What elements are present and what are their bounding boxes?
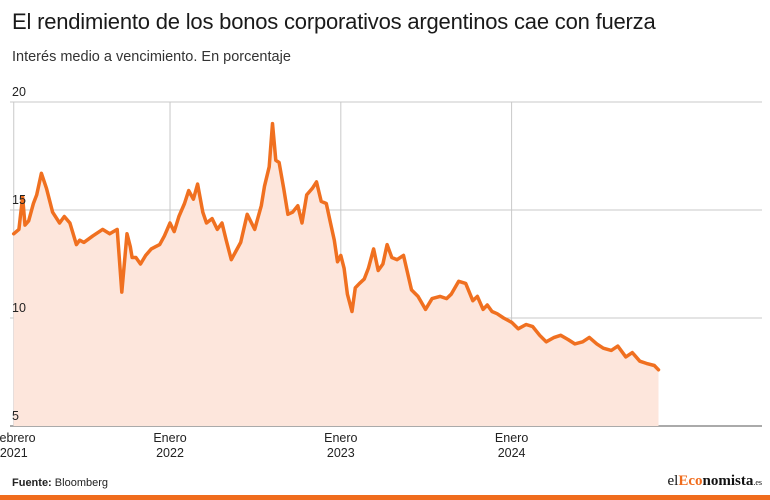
brand-part-el: el xyxy=(667,473,679,489)
y-tick-label: 5 xyxy=(12,409,19,423)
x-tick-label: Febrero2021 xyxy=(0,431,36,460)
brand-part-nomista: nomista xyxy=(702,473,754,489)
yield-line xyxy=(11,121,661,372)
bottom-accent-bar xyxy=(0,495,770,500)
x-tick-label: Enero 2022 xyxy=(153,431,186,460)
source-note: Fuente: Bloomberg xyxy=(12,477,108,489)
chart-title: El rendimiento de los bonos corporativos… xyxy=(12,9,656,34)
yield-area xyxy=(13,123,659,426)
source-value: Bloomberg xyxy=(54,477,108,489)
brand-part-es: .es xyxy=(753,478,762,487)
y-tick-label: 10 xyxy=(12,301,26,315)
brand-logo: elEconomista.es xyxy=(667,473,762,490)
y-axis-ticks: 5 10 15 20 xyxy=(12,85,26,423)
brand-part-eco: Eco xyxy=(678,473,703,489)
chart-subtitle: Interés medio a vencimiento. En porcenta… xyxy=(12,49,291,65)
x-tick-label: Enero 2024 xyxy=(495,431,528,460)
y-tick-label: 15 xyxy=(12,193,26,207)
x-tick-label: Enero 2023 xyxy=(324,431,357,460)
source-label: Fuente: xyxy=(12,477,52,489)
y-tick-label: 20 xyxy=(12,85,26,99)
